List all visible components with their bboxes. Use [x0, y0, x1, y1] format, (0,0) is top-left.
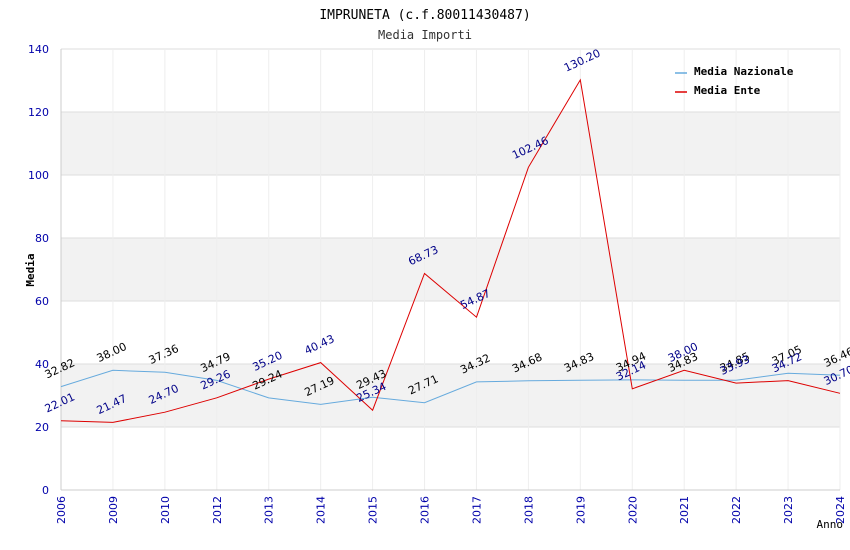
- series-line-media-ente: [60, 78, 841, 423]
- x-tick-2015: 2015: [367, 496, 380, 524]
- x-tick-2016: 2016: [419, 496, 432, 524]
- legend: Media Nazionale Media Ente: [675, 65, 794, 97]
- chart-subtitle: Media Importi: [378, 28, 472, 42]
- band-100-120: [61, 112, 840, 175]
- x-tick-2023: 2023: [782, 496, 795, 524]
- x-tick-2012: 2012: [211, 496, 224, 524]
- x-tick-2022: 2022: [730, 496, 743, 524]
- x-tick-2019: 2019: [574, 496, 587, 524]
- x-tick-2020: 2020: [626, 496, 639, 524]
- x-tick-2009: 2009: [107, 496, 120, 524]
- band-60-80: [61, 238, 840, 301]
- x-tick-2024: 2024: [834, 496, 847, 524]
- band-20-40: [61, 364, 840, 427]
- y-tick-0: 0: [42, 484, 49, 497]
- series-lines: [60, 78, 841, 423]
- data-label-media-ente-2014: 40.43: [302, 332, 336, 357]
- legend-label-media-nazionale: Media Nazionale: [694, 65, 794, 78]
- y-tick-60: 60: [35, 295, 49, 308]
- legend-label-media-ente: Media Ente: [694, 84, 761, 97]
- axes: [60, 49, 840, 491]
- x-tick-2013: 2013: [263, 496, 276, 524]
- x-tick-labels: 2006 2009 2010 2012 2013 2014 2015 2016 2017 2018…: [55, 496, 847, 524]
- y-tick-140: 140: [28, 43, 49, 56]
- x-tick-2006: 2006: [55, 496, 68, 524]
- y-tick-80: 80: [35, 232, 49, 245]
- y-tick-40: 40: [35, 358, 49, 371]
- series-line-media-nazionale: [60, 369, 841, 405]
- x-tick-2018: 2018: [522, 496, 535, 524]
- chart-title: IMPRUNETA (c.f.80011430487): [319, 8, 530, 23]
- data-label-media-nazionale-2010: 37.36: [147, 342, 181, 367]
- data-label-media-nazionale-2009: 38.00: [95, 340, 129, 365]
- y-tick-labels: 0 20 40 60 80 100 120 140: [28, 43, 49, 497]
- y-axis-title: Media: [24, 253, 37, 286]
- y-tick-100: 100: [28, 169, 49, 182]
- x-axis-title: Anno: [817, 518, 844, 531]
- x-tick-2021: 2021: [678, 496, 691, 524]
- y-tick-20: 20: [35, 421, 49, 434]
- x-tick-2017: 2017: [470, 496, 483, 524]
- background-bands: [61, 112, 840, 427]
- x-tick-2014: 2014: [315, 496, 328, 524]
- x-tick-2010: 2010: [159, 496, 172, 524]
- data-label-media-ente-2019: 130.20: [562, 47, 602, 75]
- y-tick-120: 120: [28, 106, 49, 119]
